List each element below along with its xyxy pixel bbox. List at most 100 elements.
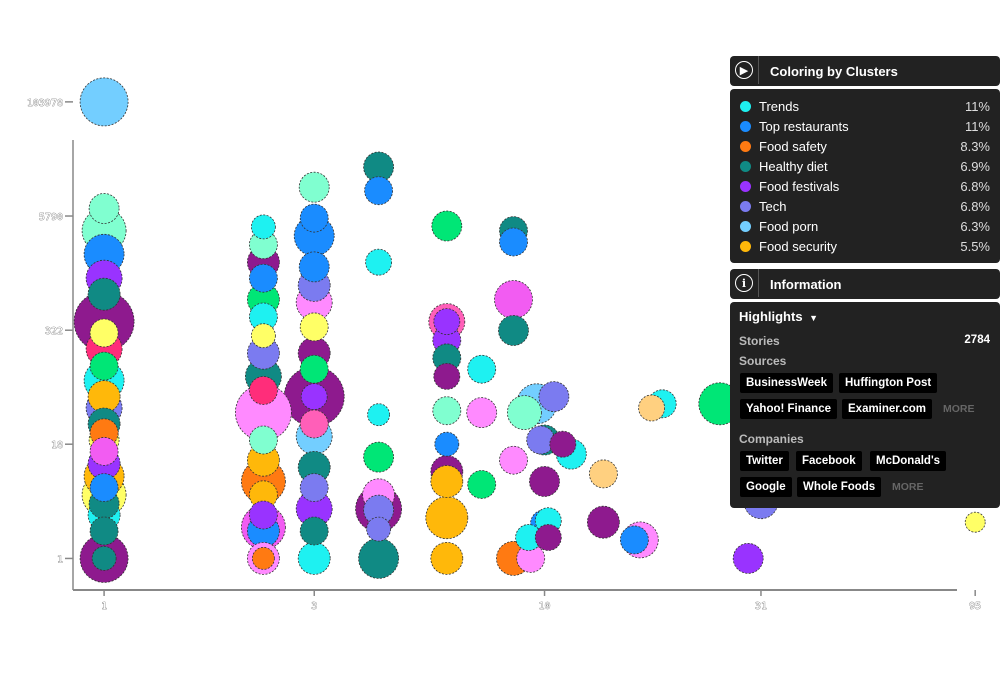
bubble-point[interactable] <box>638 394 665 422</box>
legend-label: Food security <box>759 238 838 254</box>
bubble-point[interactable] <box>620 525 649 555</box>
bubble-point[interactable] <box>358 538 400 579</box>
bubble-point[interactable] <box>297 542 331 575</box>
bubble-point[interactable] <box>89 516 119 546</box>
bubble-point[interactable] <box>430 465 464 498</box>
bubble-point[interactable] <box>299 354 329 384</box>
bubble-point[interactable] <box>250 323 276 349</box>
legend-item[interactable]: Trends 11% <box>740 96 990 116</box>
legend-item[interactable]: Tech 6.8% <box>740 196 990 216</box>
bubble-point[interactable] <box>499 445 528 475</box>
bubble-point[interactable] <box>248 230 278 260</box>
bubble-point[interactable] <box>365 248 393 276</box>
bubble-point[interactable] <box>89 318 119 348</box>
bubble-point[interactable] <box>299 473 329 503</box>
legend-label: Food porn <box>759 218 819 234</box>
bubble-point[interactable] <box>89 351 119 381</box>
play-button[interactable]: ▶ <box>730 56 759 84</box>
x-tick-label: 95 <box>969 601 981 612</box>
sources-more-link[interactable]: MORE <box>943 403 975 415</box>
bubble-point[interactable] <box>538 381 570 413</box>
bubble-point[interactable] <box>466 397 498 429</box>
bubble-point[interactable] <box>79 77 129 127</box>
bubble-point[interactable] <box>250 214 276 240</box>
info-button[interactable]: i <box>730 269 759 297</box>
y-tick-label: 1 <box>57 554 63 565</box>
bubble-point[interactable] <box>430 542 464 575</box>
bubble-point[interactable] <box>251 547 275 570</box>
bubble-point[interactable] <box>499 227 528 257</box>
bubble-point[interactable] <box>299 409 329 439</box>
bubble-point[interactable] <box>498 315 529 346</box>
source-tag[interactable]: Yahoo! Finance <box>740 399 837 419</box>
bubble-point[interactable] <box>425 496 469 540</box>
legend-item[interactable]: Food porn 6.3% <box>740 216 990 236</box>
legend-item[interactable]: Food security 5.5% <box>740 236 990 256</box>
source-tag[interactable]: Huffington Post <box>839 373 938 393</box>
companies-more-link[interactable]: MORE <box>892 481 924 493</box>
source-tag[interactable]: Examiner.com <box>842 399 932 419</box>
legend-panel: Trends 11% Top restaurants 11% Food safety 8.… <box>730 89 1000 263</box>
source-tag[interactable]: BusinessWeek <box>740 373 833 393</box>
bubble-point[interactable] <box>298 171 330 203</box>
bubble-point[interactable] <box>529 466 560 497</box>
bubble-point[interactable] <box>589 459 618 489</box>
bubble-point[interactable] <box>299 312 329 342</box>
legend-percentage: 11% <box>964 118 990 134</box>
bubble-point[interactable] <box>89 473 119 503</box>
bubble-point[interactable] <box>431 210 463 242</box>
bubble-point[interactable] <box>300 383 328 411</box>
bubble-point[interactable] <box>432 396 462 426</box>
company-tag[interactable]: Whole Foods <box>797 477 882 497</box>
bubble-point[interactable] <box>363 494 395 526</box>
company-tag[interactable]: Google <box>740 477 792 497</box>
bubble-point[interactable] <box>299 516 329 546</box>
company-tag[interactable]: McDonald's <box>870 451 947 471</box>
x-tick-label: 10 <box>539 601 551 612</box>
bubble-point[interactable] <box>89 436 119 466</box>
bubble-point[interactable] <box>88 193 120 224</box>
bubble-point[interactable] <box>467 354 497 384</box>
bubble-point[interactable] <box>549 430 577 458</box>
company-tag[interactable]: Twitter <box>740 451 789 471</box>
legend-swatch <box>740 120 751 132</box>
highlights-dropdown[interactable]: Highlights ▼ <box>739 309 818 324</box>
legend-item[interactable]: Food festivals 6.8% <box>740 176 990 196</box>
bubble-point[interactable] <box>467 470 497 499</box>
y-tick-label: 103978 <box>27 98 63 109</box>
bubble-point[interactable] <box>434 431 460 457</box>
legend-label: Food safety <box>759 138 827 154</box>
bubble-point[interactable] <box>364 176 394 206</box>
bubble-point[interactable] <box>298 251 330 283</box>
legend-percentage: 6.8% <box>960 178 990 194</box>
bubble-point[interactable] <box>87 277 121 311</box>
bubble-point[interactable] <box>507 395 542 431</box>
info-panel-title: Information <box>770 276 842 292</box>
bubble-point[interactable] <box>587 505 620 539</box>
legend-item[interactable]: Top restaurants 11% <box>740 116 990 136</box>
legend-item[interactable]: Healthy diet 6.9% <box>740 156 990 176</box>
bubble-point[interactable] <box>433 362 461 390</box>
bubble-point[interactable] <box>366 516 392 542</box>
bubble-point[interactable] <box>248 500 278 530</box>
bubble-point[interactable] <box>299 203 329 233</box>
company-tag[interactable]: Facebook <box>796 451 862 471</box>
bubble-point[interactable] <box>433 308 461 336</box>
bubble-point[interactable] <box>732 543 764 574</box>
bubble-point[interactable] <box>363 441 395 473</box>
bubble-point[interactable] <box>91 546 117 571</box>
x-tick-label: 1 <box>101 601 107 612</box>
bubble-point[interactable] <box>534 524 562 551</box>
bubble-point[interactable] <box>367 403 391 427</box>
bubble-point[interactable] <box>494 280 533 319</box>
bubble-point[interactable] <box>363 151 395 183</box>
highlights-label: Highlights <box>739 309 803 324</box>
bubble-point[interactable] <box>516 544 546 573</box>
bubble-point[interactable] <box>964 511 986 533</box>
legend-item[interactable]: Food safety 8.3% <box>740 136 990 156</box>
stories-label: Stories <box>739 334 780 348</box>
legend-percentage: 6.3% <box>960 218 990 234</box>
bubble-point[interactable] <box>248 376 278 405</box>
bubble-point[interactable] <box>248 425 278 455</box>
bubble-point[interactable] <box>248 263 278 293</box>
